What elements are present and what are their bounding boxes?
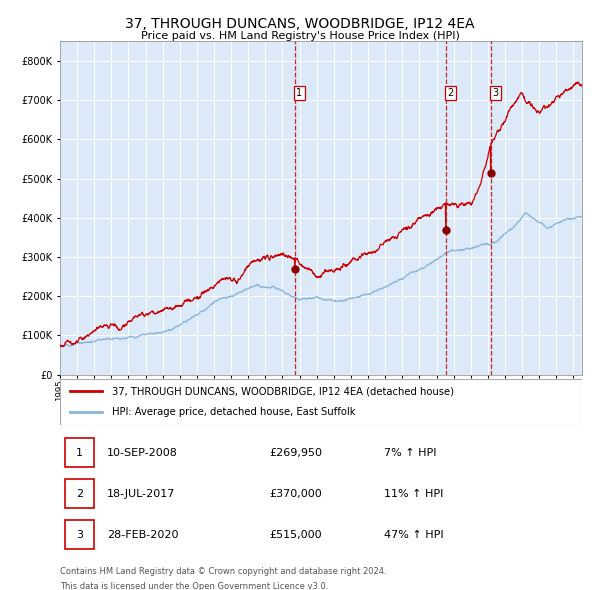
Text: This data is licensed under the Open Government Licence v3.0.: This data is licensed under the Open Gov… <box>60 582 328 590</box>
Text: £269,950: £269,950 <box>269 448 322 458</box>
Text: HPI: Average price, detached house, East Suffolk: HPI: Average price, detached house, East… <box>112 407 356 417</box>
FancyBboxPatch shape <box>65 480 94 507</box>
Text: 7% ↑ HPI: 7% ↑ HPI <box>383 448 436 458</box>
FancyBboxPatch shape <box>65 438 94 467</box>
Text: 3: 3 <box>492 88 498 98</box>
Text: 28-FEB-2020: 28-FEB-2020 <box>107 529 178 539</box>
Text: 47% ↑ HPI: 47% ↑ HPI <box>383 529 443 539</box>
Text: 37, THROUGH DUNCANS, WOODBRIDGE, IP12 4EA (detached house): 37, THROUGH DUNCANS, WOODBRIDGE, IP12 4E… <box>112 386 454 396</box>
Text: 37, THROUGH DUNCANS, WOODBRIDGE, IP12 4EA: 37, THROUGH DUNCANS, WOODBRIDGE, IP12 4E… <box>125 17 475 31</box>
Text: 10-SEP-2008: 10-SEP-2008 <box>107 448 178 458</box>
FancyBboxPatch shape <box>60 379 582 425</box>
FancyBboxPatch shape <box>65 520 94 549</box>
Text: 1: 1 <box>296 88 302 98</box>
Text: 3: 3 <box>76 529 83 539</box>
Text: Contains HM Land Registry data © Crown copyright and database right 2024.: Contains HM Land Registry data © Crown c… <box>60 567 386 576</box>
Text: Price paid vs. HM Land Registry's House Price Index (HPI): Price paid vs. HM Land Registry's House … <box>140 31 460 41</box>
Text: £515,000: £515,000 <box>269 529 322 539</box>
Text: 2: 2 <box>447 88 454 98</box>
Text: 1: 1 <box>76 448 83 458</box>
Text: 2: 2 <box>76 489 83 499</box>
Text: £370,000: £370,000 <box>269 489 322 499</box>
Text: 11% ↑ HPI: 11% ↑ HPI <box>383 489 443 499</box>
Text: 18-JUL-2017: 18-JUL-2017 <box>107 489 175 499</box>
